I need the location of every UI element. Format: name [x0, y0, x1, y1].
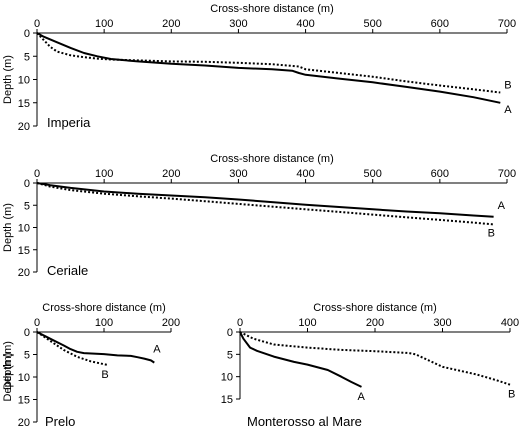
panel-2-profile-a	[36, 182, 494, 218]
panel-1-x-tick-label: 300	[229, 18, 247, 30]
panel-3-x-tick-label: 200	[162, 317, 180, 329]
panel-2-y-tick-label: 20	[18, 267, 30, 279]
panel-1-site-title: Imperia	[47, 115, 91, 130]
panel-3-profile-b	[36, 331, 108, 366]
panel-3-profile-a	[36, 331, 155, 364]
panel-2-x-tick-label: 500	[364, 168, 382, 180]
panel-1-x-tick-label: 600	[431, 18, 449, 30]
panel-2-y-tick-label: 5	[24, 200, 30, 212]
panel-1-x-tick-label: 200	[162, 18, 180, 30]
panel-2-x-axis-title: Cross-shore distance (m)	[210, 153, 333, 165]
panel-4-series-label-b: B	[508, 389, 515, 401]
panel-4-x-tick-label: 200	[366, 317, 384, 329]
panel-3-y-axis-title: Depth (m)	[2, 353, 14, 402]
panel-2-series-label-a: A	[498, 200, 506, 212]
panel-2-y-tick-label: 0	[24, 178, 30, 190]
panel-1-profile-a	[36, 32, 501, 104]
panel-1-y-tick-label: 5	[24, 51, 30, 63]
panel-2-y-tick-label: 10	[18, 223, 30, 235]
panel-4-profile-b	[239, 331, 511, 386]
panel-4-x-tick-label: 400	[501, 317, 519, 329]
panel-1-series-label-a: A	[504, 104, 512, 116]
panel-1-y-axis-title: Depth (m)	[2, 55, 14, 104]
panel-3-y-tick-label: 15	[18, 395, 30, 407]
panel-1-profile-b	[36, 32, 501, 94]
panel-2-series-label-b: B	[488, 227, 495, 239]
panel-4-x-tick-label: 100	[298, 317, 316, 329]
panel-1-y-tick-label: 15	[18, 98, 30, 110]
panel-1-y-tick-label: 20	[18, 121, 30, 133]
panel-4-y-tick-label: 0	[227, 327, 233, 339]
panel-2-site-title: Ceriale	[47, 263, 88, 278]
panel-2-x-tick-label: 0	[34, 168, 40, 180]
panel-4-y-tick-label: 5	[227, 349, 233, 361]
panel-1-x-tick-label: 100	[95, 18, 113, 30]
panel-1-x-tick-label: 0	[34, 18, 40, 30]
panel-3-series-label-b: B	[101, 369, 108, 381]
panel-2-profile-b	[36, 182, 494, 226]
panel-4-x-tick-label: 300	[433, 317, 451, 329]
panel-2-x-tick-label: 700	[498, 168, 516, 180]
panel-3-y-tick-label: 0	[24, 327, 30, 339]
panel-4-site-title: Monterosso al Mare	[247, 414, 362, 428]
panel-2-x-tick-label: 400	[296, 168, 314, 180]
panel-3-y-tick-label: 20	[18, 417, 30, 428]
panel-3-x-tick-label: 100	[95, 317, 113, 329]
panel-1-x-tick-label: 500	[364, 18, 382, 30]
panel-4-y-tick-label: 15	[221, 394, 233, 406]
panel-3-y-tick-label: 5	[24, 350, 30, 362]
panel-4-profile-a	[239, 331, 362, 388]
panel-1-series-label-b: B	[504, 80, 511, 92]
panel-4-y-tick-label: 10	[221, 372, 233, 384]
panel-3-site-title: Prelo	[45, 414, 75, 428]
panel-3-series-label-a: A	[153, 344, 161, 356]
panel-3-y-tick-label: 10	[18, 372, 30, 384]
panel-4-x-tick-label: 0	[237, 317, 243, 329]
panel-4-series-label-a: A	[358, 391, 366, 403]
panel-2-x-tick-label: 600	[431, 168, 449, 180]
panel-1-x-axis-title: Cross-shore distance (m)	[210, 3, 333, 15]
panel-2-y-axis-title: Depth (m)	[2, 203, 14, 252]
panel-1-y-tick-label: 10	[18, 75, 30, 87]
panel-4-x-axis-title: Cross-shore distance (m)	[313, 302, 436, 314]
panel-3-x-axis-title: Cross-shore distance (m)	[42, 302, 165, 314]
panel-1-x-tick-label: 400	[296, 18, 314, 30]
panel-1-y-tick-label: 0	[24, 28, 30, 40]
panel-2-x-tick-label: 100	[95, 168, 113, 180]
panel-1-x-tick-label: 700	[498, 18, 516, 30]
panel-2-x-tick-label: 200	[162, 168, 180, 180]
panel-4-y-axis-title: Depth (m)	[2, 341, 14, 390]
panel-2-y-tick-label: 15	[18, 245, 30, 257]
panel-2-x-tick-label: 300	[229, 168, 247, 180]
panel-3-x-tick-label: 0	[34, 317, 40, 329]
